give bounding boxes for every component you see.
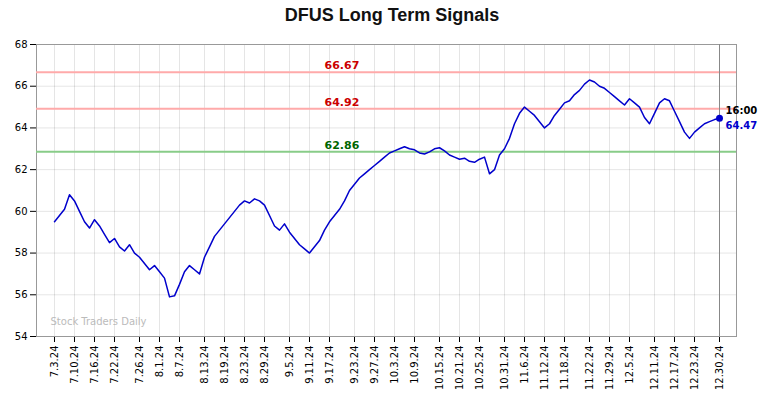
svg-text:64: 64 [15, 122, 28, 133]
svg-text:9.27.24: 9.27.24 [369, 346, 380, 384]
svg-text:10.21.24: 10.21.24 [454, 346, 465, 391]
svg-text:8.29.24: 8.29.24 [259, 346, 270, 384]
svg-text:8.19.24: 8.19.24 [219, 346, 230, 384]
svg-text:60: 60 [15, 206, 28, 217]
svg-text:16:00: 16:00 [726, 105, 758, 116]
svg-text:12.23.24: 12.23.24 [689, 346, 700, 391]
svg-text:11.6.24: 11.6.24 [519, 346, 530, 384]
svg-text:12.30.24: 12.30.24 [714, 346, 725, 391]
svg-text:11.18.24: 11.18.24 [559, 346, 570, 391]
svg-text:8.13.24: 8.13.24 [199, 346, 210, 384]
svg-text:9.23.24: 9.23.24 [349, 346, 360, 384]
svg-text:7.16.24: 7.16.24 [89, 346, 100, 384]
svg-text:Stock Traders Daily: Stock Traders Daily [51, 316, 147, 327]
svg-text:9.5.24: 9.5.24 [284, 346, 295, 378]
svg-text:8.23.24: 8.23.24 [239, 346, 250, 384]
svg-text:64.47: 64.47 [726, 120, 758, 131]
html-text:DFUS Long Term Signals: DFUS Long Term Signals [284, 5, 500, 25]
svg-text:11.29.24: 11.29.24 [604, 346, 615, 391]
svg-text:11.22.24: 11.22.24 [584, 346, 595, 391]
svg-text:56: 56 [15, 289, 28, 300]
svg-text:64.92: 64.92 [325, 96, 360, 109]
svg-text:8.7.24: 8.7.24 [174, 346, 185, 378]
svg-text:54: 54 [15, 331, 28, 342]
svg-text:10.9.24: 10.9.24 [409, 346, 420, 384]
svg-text:10.15.24: 10.15.24 [434, 346, 445, 391]
svg-text:58: 58 [15, 247, 28, 258]
svg-text:7.22.24: 7.22.24 [109, 346, 120, 384]
svg-text:10.25.24: 10.25.24 [474, 346, 485, 391]
svg-text:7.10.24: 7.10.24 [69, 346, 80, 384]
svg-text:8.1.24: 8.1.24 [154, 346, 165, 378]
svg-text:12.17.24: 12.17.24 [669, 346, 680, 391]
svg-text:66: 66 [15, 80, 28, 91]
svg-text:12.11.24: 12.11.24 [649, 346, 660, 391]
svg-text:11.12.24: 11.12.24 [539, 346, 550, 391]
svg-text:9.11.24: 9.11.24 [304, 346, 315, 384]
svg-text:7.26.24: 7.26.24 [134, 346, 145, 384]
svg-text:66.67: 66.67 [325, 59, 360, 72]
svg-text:62: 62 [15, 164, 28, 175]
svg-text:7.3.24: 7.3.24 [49, 346, 60, 378]
svg-text:9.17.24: 9.17.24 [324, 346, 335, 384]
svg-text:10.31.24: 10.31.24 [499, 346, 510, 391]
svg-text:12.5.24: 12.5.24 [624, 346, 635, 384]
svg-text:68: 68 [15, 39, 28, 50]
svg-text:10.3.24: 10.3.24 [389, 346, 400, 384]
svg-text:62.86: 62.86 [325, 139, 360, 152]
